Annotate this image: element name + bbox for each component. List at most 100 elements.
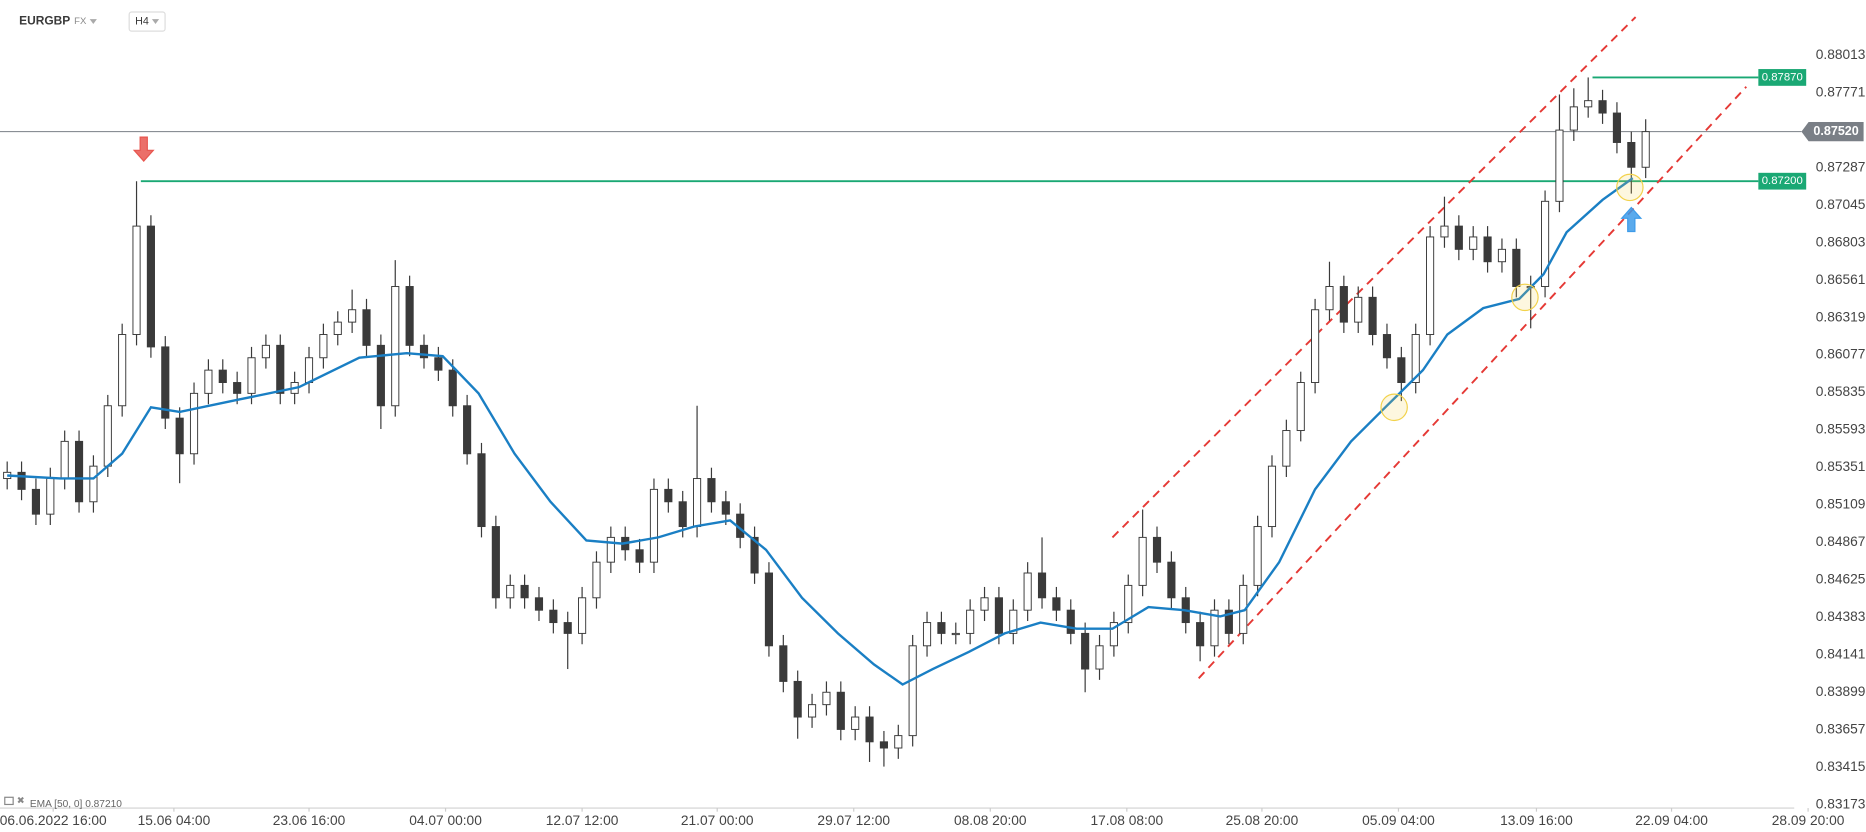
candle-body [1296, 382, 1305, 432]
candle-body [60, 440, 69, 480]
candle-body [693, 478, 702, 528]
y-tick-label: 0.86077 [1816, 347, 1866, 362]
signal-arrow [132, 136, 155, 162]
candle-body [46, 478, 55, 515]
candle-body [146, 225, 155, 348]
candle-body [951, 632, 960, 636]
interval-box[interactable] [128, 11, 166, 32]
candle-body [477, 453, 486, 528]
candle-body [376, 344, 385, 407]
x-tick-label: 21.07 00:00 [681, 813, 754, 828]
x-tick-label: 22.09 04:00 [1635, 813, 1708, 828]
candle-body [1426, 236, 1435, 335]
y-tick-label: 0.85835 [1816, 384, 1866, 399]
y-tick-label: 0.87287 [1816, 159, 1866, 174]
candle-body [463, 405, 472, 455]
candle-body [549, 609, 558, 624]
indicator-icon[interactable] [4, 796, 14, 806]
candle-body [434, 357, 443, 371]
candle-body [276, 344, 285, 394]
candle-body [635, 549, 644, 563]
signal-arrow [1620, 206, 1643, 233]
y-tick-label: 0.87045 [1816, 197, 1866, 212]
indicator-close[interactable]: ✖ [17, 795, 25, 806]
x-tick-label: 15.06 04:00 [138, 813, 211, 828]
candle-body [1282, 430, 1291, 467]
interval[interactable]: H4 [135, 15, 149, 27]
highlight-circle [1616, 173, 1644, 202]
x-tick-label: 25.08 20:00 [1226, 813, 1299, 828]
candle-body [1612, 112, 1622, 143]
candle-body [908, 645, 917, 737]
y-tick-label: 0.84383 [1816, 609, 1866, 624]
candle-body [865, 716, 874, 743]
candle-body [1267, 465, 1277, 528]
candle-body [922, 622, 932, 647]
candle-body [750, 536, 759, 574]
candle-body [1627, 141, 1636, 168]
candle-body [1584, 100, 1593, 108]
x-tick-label: 29.07 12:00 [817, 813, 890, 828]
candle-body [1224, 609, 1233, 634]
candle-body [1397, 357, 1406, 384]
candle-body [707, 478, 716, 503]
candle-body [233, 382, 242, 394]
candle-body [664, 488, 673, 503]
market: FX [74, 16, 87, 27]
candle-body [448, 369, 457, 407]
dropdown-caret[interactable] [151, 19, 160, 24]
candle-body [807, 704, 817, 718]
x-tick-label: 06.06.2022 16:00 [0, 813, 107, 828]
x-tick-label: 12.07 12:00 [546, 813, 619, 828]
y-tick-label: 0.86561 [1816, 272, 1866, 287]
candle-body [1196, 622, 1205, 647]
x-tick-label: 17.08 08:00 [1091, 813, 1164, 828]
candle-body [362, 309, 371, 346]
candle-body [678, 501, 687, 528]
candle-body [1368, 296, 1377, 335]
x-tick-label: 08.08 20:00 [954, 813, 1027, 828]
candle-body [319, 334, 328, 359]
candle-body [822, 691, 831, 706]
candle-body [1210, 609, 1219, 647]
y-tick-label: 0.88013 [1816, 47, 1866, 62]
candle-body [1253, 526, 1262, 586]
candle-body [189, 392, 199, 455]
dropdown-caret[interactable] [89, 19, 97, 24]
candle-body [405, 286, 414, 346]
candle-body [1081, 632, 1090, 670]
candle-body [17, 471, 26, 490]
indicator-label: EMA [50, 0] 0.87210 [30, 799, 122, 810]
candle-body [894, 735, 903, 749]
candle-body [937, 622, 946, 634]
y-tick-label: 0.84141 [1816, 647, 1866, 662]
candle-body [966, 609, 975, 634]
candle-body [175, 417, 184, 455]
x-tick-label: 28.09 20:00 [1772, 813, 1845, 828]
candle-body [1512, 248, 1521, 287]
highlight-circle [1511, 283, 1539, 312]
candle-body [1598, 100, 1607, 114]
candle-body [1325, 286, 1334, 311]
level-label-box [1758, 69, 1807, 86]
candle-body [779, 645, 788, 682]
candle-body [851, 716, 860, 730]
candle-body [218, 369, 227, 384]
highlight-circle [1380, 393, 1408, 422]
symbol[interactable]: EURGBP [19, 14, 70, 28]
level-label-box [1758, 172, 1807, 190]
candle-body [1569, 106, 1578, 131]
candle-body [1052, 597, 1061, 611]
candle-body [1037, 572, 1047, 599]
candle-body [1354, 296, 1363, 323]
candle-body [1469, 236, 1478, 250]
y-tick-label: 0.86803 [1816, 234, 1866, 249]
candle-body [89, 465, 98, 503]
candle-body [1152, 536, 1162, 563]
candle-body [764, 572, 774, 647]
candle-body [31, 488, 40, 515]
y-tick-label: 0.85593 [1816, 422, 1866, 437]
